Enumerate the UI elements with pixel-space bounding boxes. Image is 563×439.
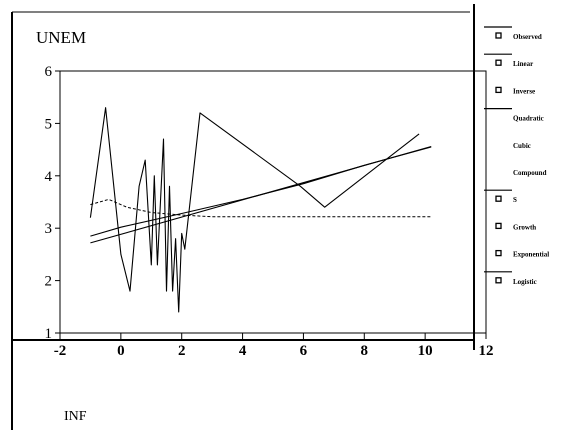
legend-label: Compound	[513, 169, 547, 177]
legend-marker	[495, 277, 502, 284]
x-tick-label: 12	[479, 343, 494, 359]
series-layer	[89, 107, 432, 313]
legend-label: Exponential	[513, 251, 549, 259]
legend-label: Observed	[513, 33, 542, 41]
y-tick-label: 2	[45, 274, 53, 290]
y-tick-label: 4	[45, 169, 53, 185]
x-tick-label: 2	[178, 343, 186, 359]
legend: Observed Linear Inverse Quadratic Cubic Compo…	[484, 26, 549, 286]
legend-label: S	[513, 196, 517, 204]
x-tick-label: 4	[239, 343, 247, 359]
legend-label: Cubic	[513, 142, 531, 150]
legend-label: Linear	[513, 60, 533, 68]
x-axis-label: INF	[64, 409, 87, 424]
plot-border	[59, 70, 487, 334]
series-line-s	[90, 198, 432, 218]
x-tick-label: 0	[117, 343, 125, 359]
legend-label: Growth	[513, 223, 536, 231]
legend-marker	[495, 249, 502, 257]
series-line-observed	[89, 107, 420, 313]
plot-area	[59, 70, 487, 334]
y-tick-label: 6	[45, 64, 53, 80]
y-tick-label: 1	[45, 326, 53, 342]
legend-marker	[495, 86, 502, 94]
legend-marker	[495, 59, 502, 66]
legend-marker	[495, 32, 502, 39]
y-axis-label: UNEM	[36, 28, 87, 47]
legend-marker	[495, 195, 502, 202]
series-line-cubic	[90, 146, 432, 237]
legend-marker	[495, 222, 502, 230]
x-tick-label: -2	[54, 343, 67, 359]
x-tick-label: 6	[300, 343, 308, 359]
legend-label: Logistic	[513, 278, 537, 286]
x-tick-label: 8	[361, 343, 369, 359]
legend-label: Inverse	[513, 87, 535, 95]
legend-label: Quadratic	[513, 115, 544, 123]
y-tick-label: 3	[45, 221, 53, 237]
y-tick-label: 5	[45, 116, 53, 132]
x-tick-label: 10	[418, 343, 433, 359]
